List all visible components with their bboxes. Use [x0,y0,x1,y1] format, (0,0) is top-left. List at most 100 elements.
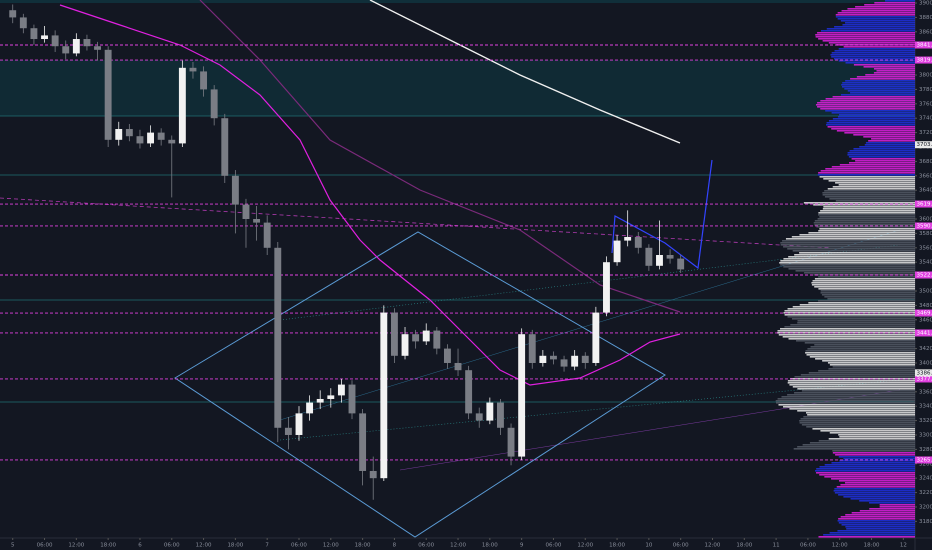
profile-bar [780,328,915,330]
profile-bar [853,134,915,136]
profile-bar [827,188,915,190]
x-tick-label: 18:00 [736,543,752,549]
profile-bar [826,124,915,126]
profile-bar [843,458,915,460]
profile-bar [818,288,915,290]
profile-bar [826,122,915,124]
profile-bar [813,274,915,276]
profile-bar [809,356,915,358]
y-tick-label: 3660.0 [919,173,932,179]
profile-bar [815,104,915,106]
profile-bar [843,496,915,498]
profile-bar [824,296,915,298]
profile-bar [825,168,915,170]
profile-bar [808,232,915,234]
y-tick-label: 3360.0 [919,389,932,395]
x-tick-label: 06:00 [673,543,689,549]
candle-body [518,334,526,457]
candle-body [30,28,38,40]
profile-bar [803,202,915,204]
x-tick-label: 18:00 [227,543,243,549]
profile-bar [833,490,915,492]
candle-body [380,312,388,479]
candle-body [369,470,377,479]
profile-bar [775,402,915,404]
profile-bar [796,340,915,342]
profile-bar [825,110,915,112]
profile-bar [845,62,915,64]
candle-body [41,35,48,40]
profile-bar [828,120,915,122]
candle-body [634,236,642,248]
candle-body [465,370,473,414]
profile-bar [838,456,915,458]
tag-box [915,141,932,149]
profile-bar [819,466,915,468]
candle-body [221,118,229,176]
tag-box [915,329,932,337]
profile-bar [821,294,915,296]
profile-bar [815,358,915,360]
tag-box [915,369,932,377]
profile-bar [789,408,915,410]
trend-line [279,379,901,441]
y-tick-label: 3900.0 [919,1,932,7]
profile-bar [780,264,915,266]
x-tick-label: 12:00 [832,543,848,549]
projection [611,159,713,270]
profile-bar [806,426,915,428]
profile-bar [829,364,915,366]
profile-bar [850,498,915,500]
profile-bar [799,420,915,422]
profile-bar [818,276,915,278]
level-label: 3619.9 [917,202,932,208]
profile-bar [805,352,915,354]
profile-bar [832,450,915,452]
profile-bar [851,512,915,514]
profile-bar [806,412,915,414]
tag-box [915,456,932,464]
profile-bar [794,376,915,378]
profile-bar [848,156,915,158]
level-tag: 3469.4 [915,309,932,317]
y-tick-label: 3500.0 [919,288,932,294]
candle-body [115,129,123,140]
candle-body [666,254,674,259]
profile-bar [782,336,915,338]
profile-bar [827,362,915,364]
candle-body [210,89,218,119]
profile-bar [820,292,915,294]
profile-bar [819,216,915,218]
profile-bar [799,422,915,424]
profile-bar [803,416,915,418]
level-label: 3441.6 [917,330,932,336]
candle-body [104,49,112,140]
profile-bar [836,130,915,132]
profile-bar [791,318,915,320]
profile-bar [864,4,915,6]
candle-body [560,359,568,367]
profile-bar [844,482,915,484]
candles [9,4,685,500]
level-label: 3819.9 [917,58,932,64]
x-tick-label: 06:00 [800,543,816,549]
profile-bar [834,50,915,52]
profile-bar [842,82,915,84]
candle-body [125,129,133,137]
profile-bar [808,302,915,304]
candle-body [327,395,335,399]
profile-bar [817,32,915,34]
level-label: 3377.8 [917,376,932,382]
profile-bar [851,158,915,160]
x-tick-label: 12:00 [577,543,593,549]
profile-bar [788,338,915,340]
x-tick-label: 10 [645,543,652,549]
profile-bar [814,224,915,226]
x-tick-label: 6 [138,543,142,549]
candle-body [422,330,430,342]
profile-bar [828,180,915,182]
profile-bar [802,444,915,446]
profile-bar [797,320,915,322]
profile-bar [799,234,915,236]
profile-bar [842,86,915,88]
